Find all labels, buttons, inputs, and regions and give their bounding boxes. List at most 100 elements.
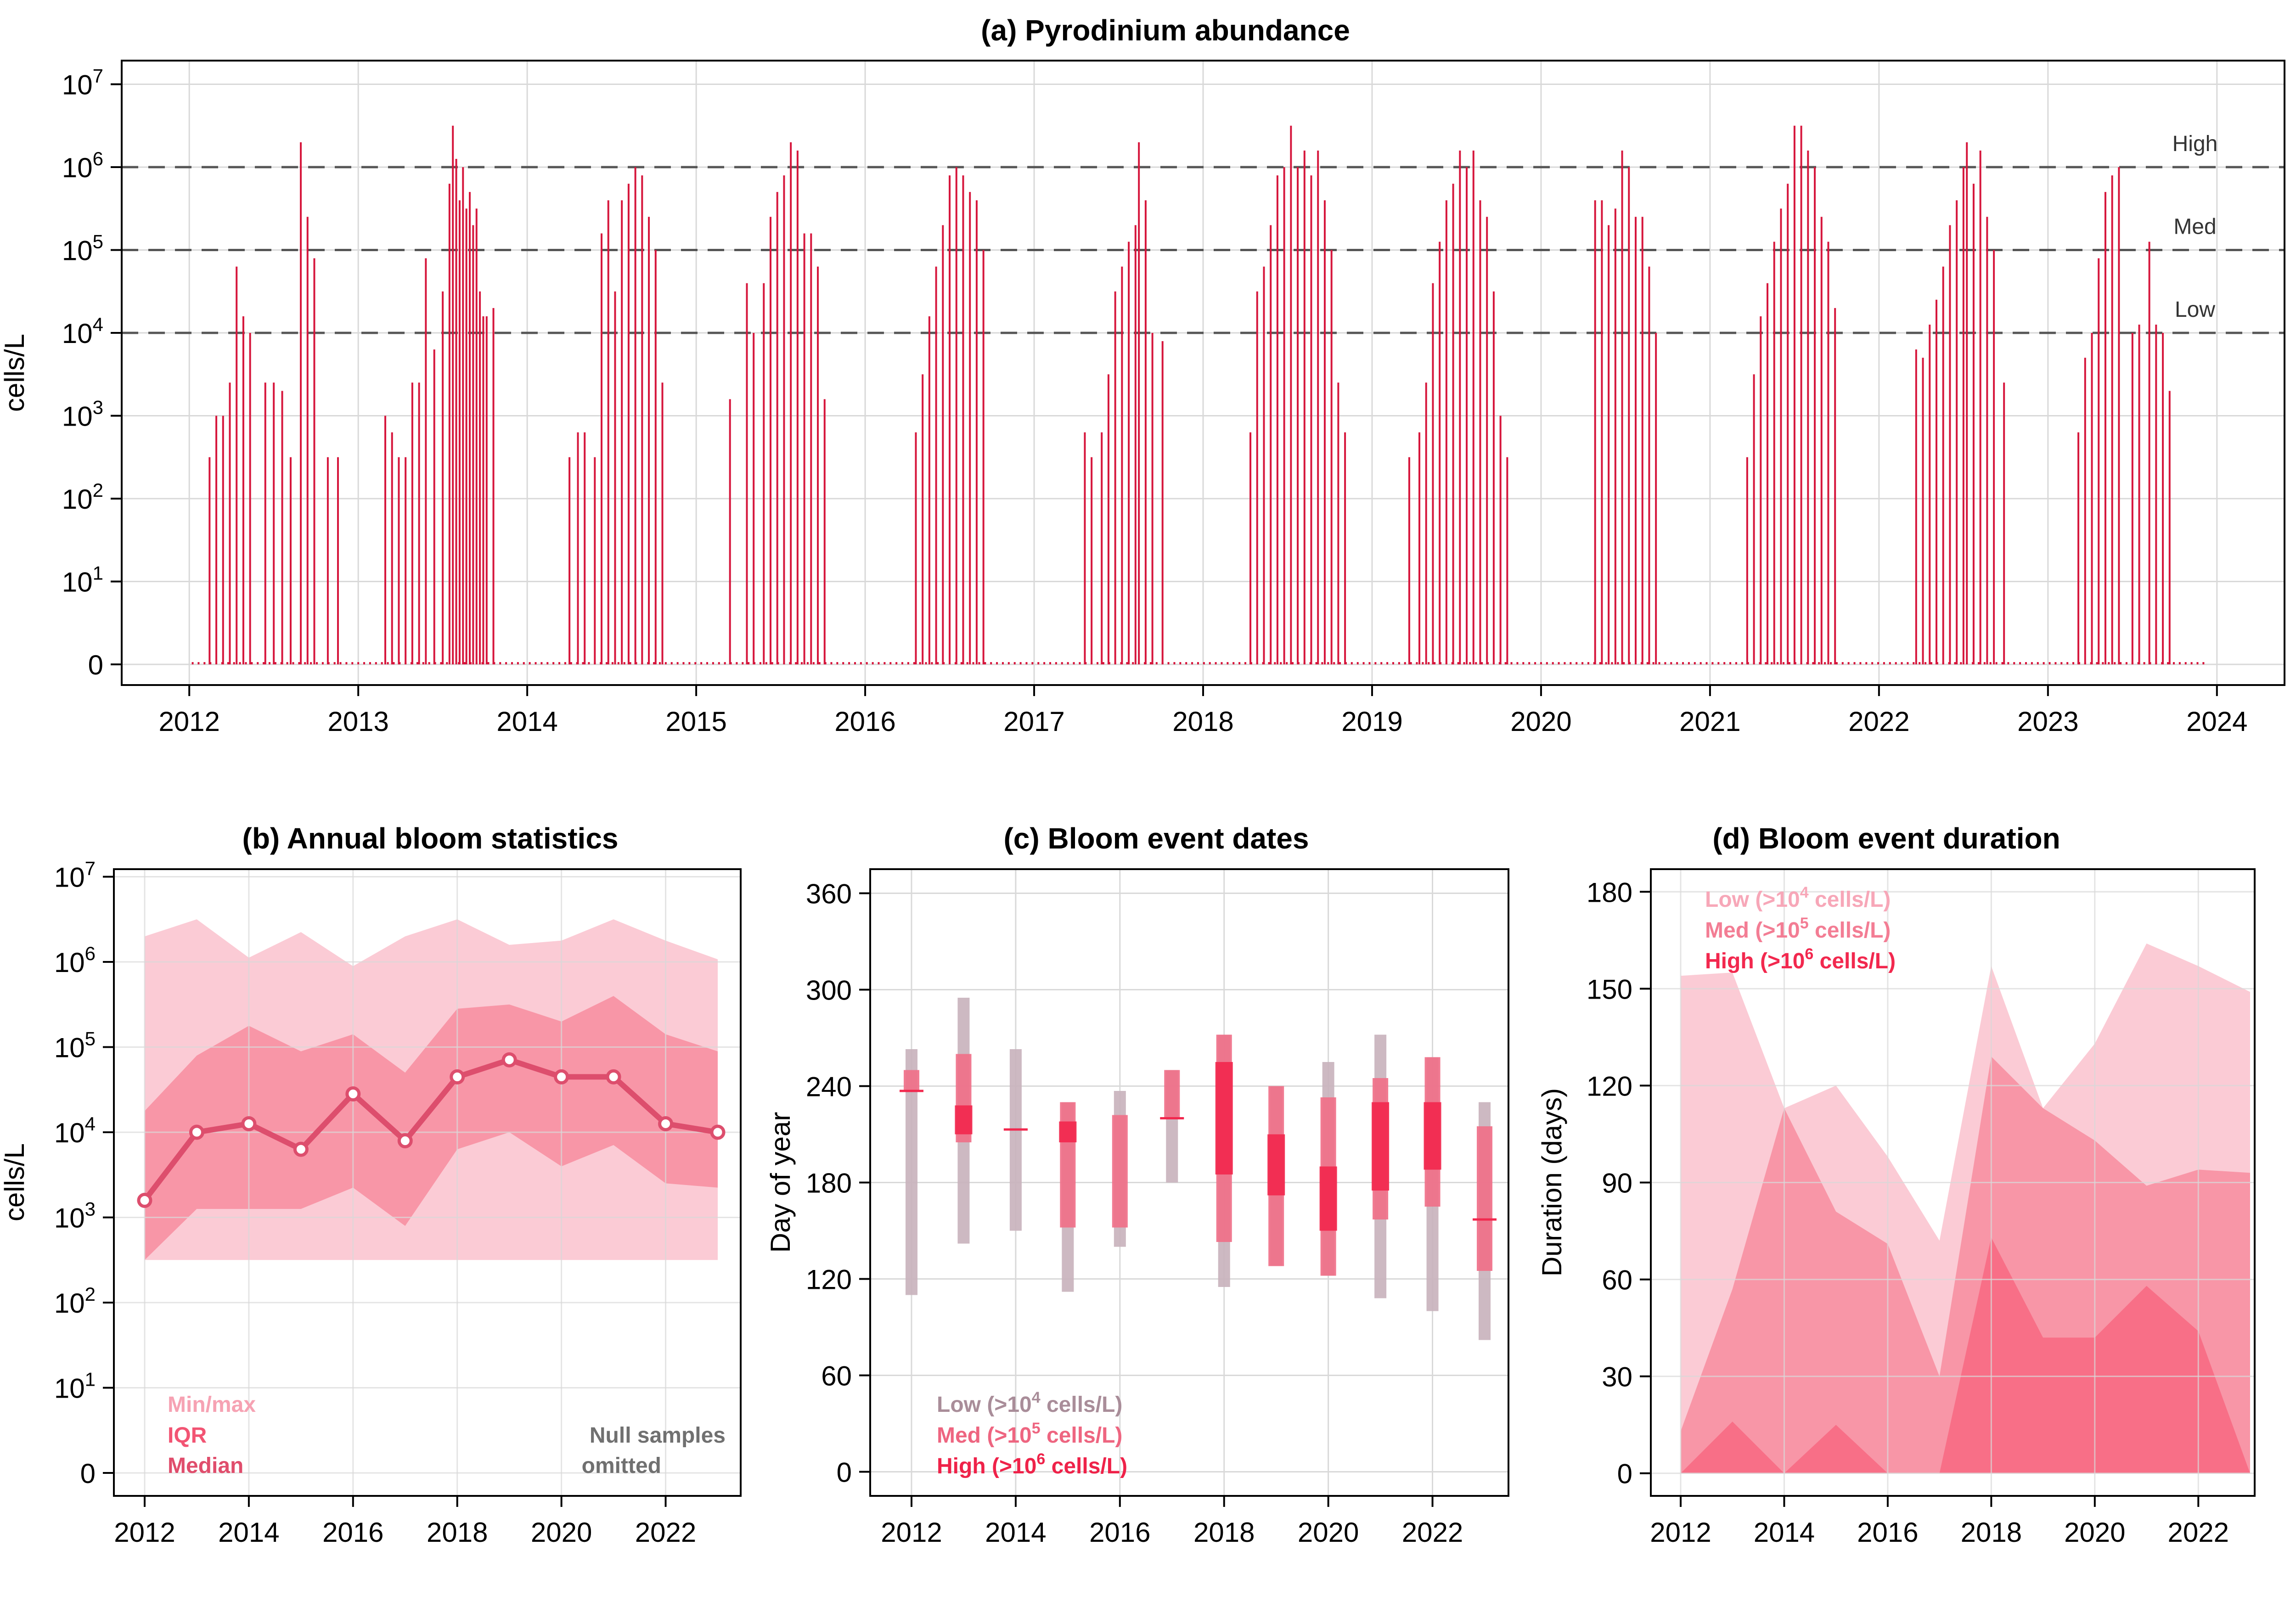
- median-point: [189, 1124, 204, 1140]
- panel-a-xtick-label: 2016: [834, 706, 895, 737]
- panel-d-xtick-label: 2022: [2168, 1517, 2229, 1548]
- panel-b-frame: [113, 868, 742, 1497]
- panel-a-ytick-label: 0: [88, 650, 103, 680]
- panel-d-bloom-event-duration: (d) Bloom event duration 0 30 60 90 120 150 18…: [1536, 822, 2256, 1548]
- date-range-high: [1215, 1062, 1233, 1174]
- panel-d-xtick-label: 2016: [1857, 1517, 1918, 1548]
- panel-c-ytick-label: 300: [806, 975, 852, 1006]
- panel-a-thresholds: High Med Low: [122, 132, 2285, 334]
- panel-a-bars: [191, 125, 2205, 664]
- date-range-low: [1009, 1049, 1022, 1231]
- panel-d-ytick-label: 90: [1602, 1168, 1632, 1199]
- panel-c-ytick-label: 60: [821, 1361, 852, 1392]
- median-point: [554, 1069, 569, 1084]
- median-point: [450, 1069, 465, 1084]
- panel-a-xtick-label: 2020: [1510, 706, 1571, 737]
- panel-d-axes: 0 30 60 90 120 150 180 2012 2014 2016 2018 2020 2022: [1587, 877, 2229, 1548]
- median-point: [606, 1069, 621, 1084]
- legend-low: Low (>104 cells/L): [1705, 884, 1891, 912]
- panel-b-ytick-label: 106: [54, 943, 96, 978]
- panel-c-ytick-label: 120: [806, 1264, 852, 1295]
- date-range-high: [955, 1105, 973, 1135]
- date-range-high: [1424, 1102, 1441, 1170]
- panel-d-xtick-label: 2018: [1961, 1517, 2022, 1548]
- panel-d-ytick-label: 120: [1587, 1071, 1632, 1101]
- panel-a-xtick-label: 2019: [1341, 706, 1402, 737]
- median-point: [293, 1141, 309, 1157]
- date-range-med: [904, 1070, 919, 1091]
- panel-c-ytick-label: 180: [806, 1168, 852, 1199]
- annotation-null-samples: Null samples: [590, 1423, 726, 1448]
- median-point: [345, 1086, 361, 1102]
- panel-b-ytick-label: 105: [54, 1028, 96, 1063]
- panel-a-xtick-label: 2021: [1679, 706, 1740, 737]
- panel-d-grid: [1651, 869, 2255, 1496]
- panel-a-xtick-label: 2012: [158, 706, 219, 737]
- panel-c-legend: Low (>104 cells/L) Med (>105 cells/L)High…: [937, 1389, 1127, 1478]
- panel-c-ylabel: Day of year: [765, 1112, 796, 1253]
- legend-med: Med (>105 cells/L): [1705, 915, 1891, 943]
- panel-a-ytick-label: 105: [62, 231, 103, 266]
- panel-d-legend: Low (>104 cells/L) Med (>105 cells/L)High…: [1705, 884, 1896, 973]
- panel-a-grid: [122, 61, 2285, 685]
- panel-c-bloom-event-dates: (c) Bloom event dates 0 60 120 180 240 300 360…: [765, 822, 1509, 1548]
- legend-high: High (>106 cells/L): [1705, 945, 1896, 973]
- panel-a-ytick-label: 103: [62, 397, 103, 432]
- panel-a-ytick-label: 102: [62, 479, 103, 515]
- threshold-label-high: High: [2172, 132, 2218, 156]
- panel-d-areas: [1681, 943, 2250, 1473]
- median-line: [142, 1057, 718, 1202]
- panel-a-ytick-label: 106: [62, 148, 103, 183]
- panel-c-ytick-label: 240: [806, 1072, 852, 1102]
- legend-median: Median: [168, 1454, 243, 1478]
- median-point: [658, 1116, 674, 1131]
- panel-b-title: (b) Annual bloom statistics: [242, 822, 619, 855]
- panel-a-ytick-label: 104: [62, 314, 103, 349]
- median-point: [501, 1052, 517, 1068]
- panel-c-xtick-label: 2014: [985, 1517, 1046, 1548]
- panel-b-xtick-label: 2012: [114, 1517, 175, 1548]
- panel-c-ytick-label: 0: [837, 1457, 852, 1488]
- panel-d-ytick-label: 180: [1587, 877, 1632, 908]
- panel-c-xtick-label: 2022: [1402, 1517, 1463, 1548]
- threshold-label-low: Low: [2175, 298, 2215, 322]
- band-iqr: [145, 996, 718, 1260]
- annotation-omitted: omitted: [582, 1454, 661, 1478]
- panel-c-axes: 0 60 120 180 240 300 360 2012 2014 2016 2018 2020 20…: [806, 879, 1463, 1548]
- panel-b-xtick-label: 2020: [531, 1517, 592, 1548]
- panel-c-xtick-label: 2016: [1089, 1517, 1150, 1548]
- date-range-high: [1319, 1166, 1337, 1231]
- panel-b-xtick-label: 2014: [218, 1517, 279, 1548]
- panel-d-xtick-label: 2020: [2064, 1517, 2125, 1548]
- panel-a-title: (a) Pyrodinium abundance: [981, 14, 1350, 47]
- panel-b-xtick-label: 2016: [322, 1517, 383, 1548]
- date-range-med: [1164, 1070, 1180, 1118]
- panel-b-ytick-label: 103: [54, 1198, 96, 1234]
- panel-a-xtick-label: 2014: [496, 706, 557, 737]
- panel-a-xtick-label: 2018: [1172, 706, 1233, 737]
- panel-b-xtick-label: 2018: [427, 1517, 488, 1548]
- legend-iqr: IQR: [168, 1423, 207, 1448]
- panel-a-ylabel: cells/L: [0, 334, 30, 412]
- date-range-high: [1059, 1121, 1077, 1142]
- panel-b-ytick-label: 104: [54, 1113, 96, 1148]
- legend-low: Low (>104 cells/L): [937, 1389, 1122, 1417]
- panel-d-xtick-label: 2012: [1650, 1517, 1711, 1548]
- panel-c-xtick-label: 2018: [1193, 1517, 1255, 1548]
- panel-d-ytick-label: 150: [1587, 974, 1632, 1005]
- panel-b-ytick-label: 107: [54, 858, 96, 893]
- panel-b-ytick-label: 0: [80, 1458, 96, 1489]
- panel-a-xtick-label: 2023: [2017, 706, 2078, 737]
- panel-c-xtick-label: 2020: [1298, 1517, 1359, 1548]
- panel-c-ytick-label: 360: [806, 879, 852, 910]
- panel-b-bands: [145, 919, 718, 1260]
- date-range-med: [1060, 1102, 1076, 1228]
- median-point: [710, 1124, 726, 1140]
- panel-c-bars: [900, 998, 1497, 1340]
- panel-a-xtick-label: 2022: [1848, 706, 1909, 737]
- panel-d-ytick-label: 0: [1617, 1459, 1632, 1489]
- panel-d-ylabel: Duration (days): [1536, 1088, 1567, 1276]
- panel-c-title: (c) Bloom event dates: [1003, 822, 1309, 855]
- panel-a-xtick-label: 2015: [665, 706, 726, 737]
